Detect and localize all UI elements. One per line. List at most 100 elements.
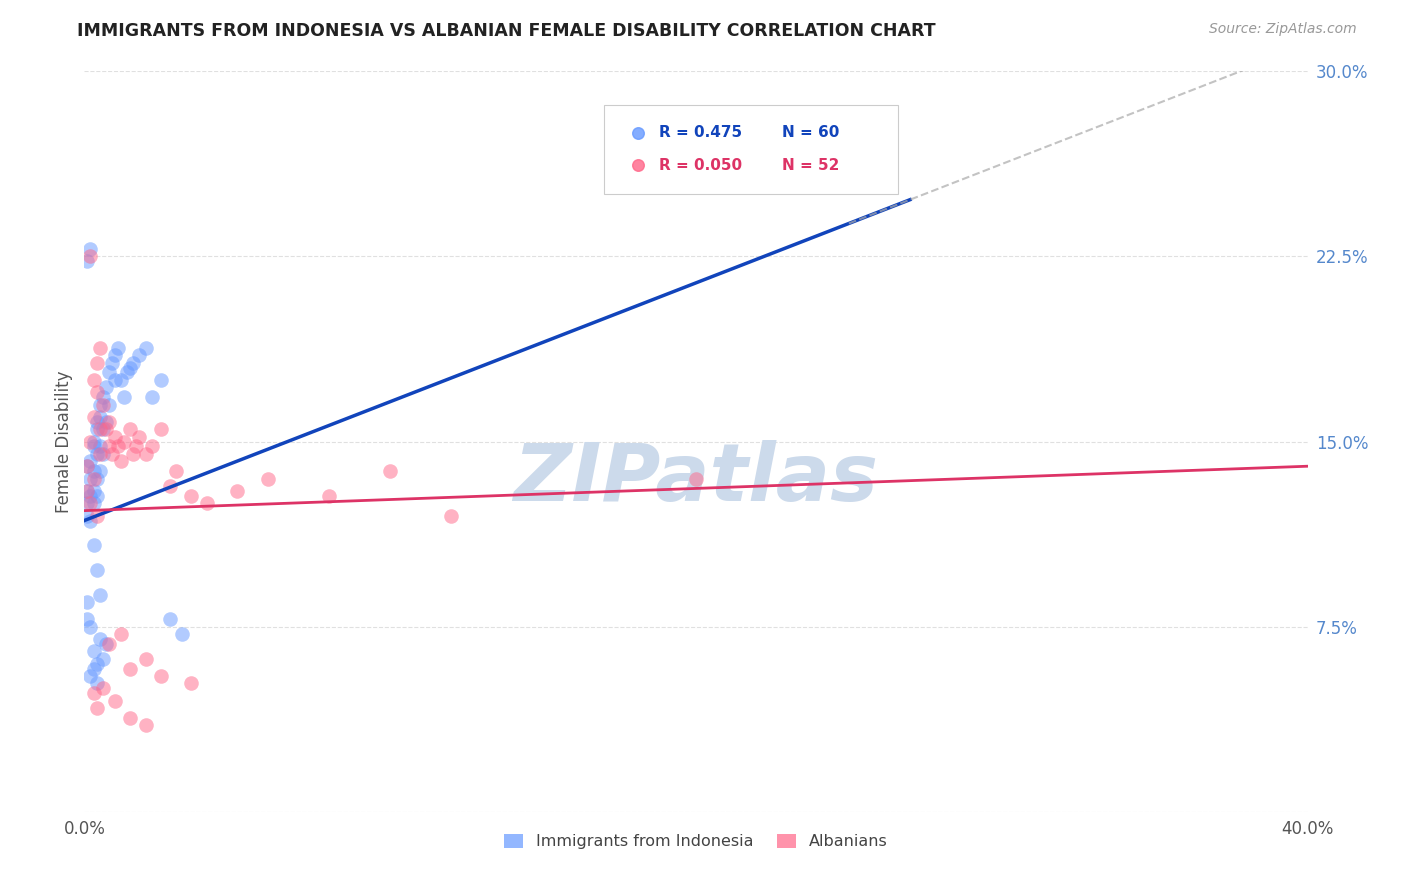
Point <box>76 254 98 268</box>
Point <box>76 612 98 626</box>
Point <box>172 627 194 641</box>
Point <box>94 637 117 651</box>
Point <box>318 489 340 503</box>
Point <box>135 718 157 732</box>
Point <box>89 422 111 436</box>
Point <box>76 459 98 474</box>
Point <box>149 422 172 436</box>
Text: N = 52: N = 52 <box>782 158 839 173</box>
Point <box>257 471 280 485</box>
Point <box>89 341 111 355</box>
Point <box>91 651 114 665</box>
Point <box>94 380 117 394</box>
Point <box>76 483 98 498</box>
Text: Source: ZipAtlas.com: Source: ZipAtlas.com <box>1209 22 1357 37</box>
Point <box>79 514 101 528</box>
Point <box>86 385 108 400</box>
Point <box>226 483 249 498</box>
Point <box>94 422 117 436</box>
Text: R = 0.050: R = 0.050 <box>659 158 742 173</box>
Point <box>440 508 463 523</box>
Point <box>83 373 105 387</box>
Point <box>89 588 111 602</box>
Point <box>76 496 98 510</box>
Point <box>112 434 135 449</box>
Point <box>83 686 105 700</box>
Point <box>141 440 163 454</box>
Text: ZIPatlas: ZIPatlas <box>513 440 879 517</box>
Point <box>86 563 108 577</box>
Point <box>79 242 101 256</box>
Point <box>107 440 129 454</box>
Point <box>141 390 163 404</box>
Point <box>79 471 101 485</box>
Point <box>91 398 114 412</box>
Point <box>110 627 132 641</box>
Point <box>86 657 108 671</box>
Point <box>83 440 105 454</box>
Point <box>86 471 108 485</box>
Point <box>76 595 98 609</box>
Point <box>115 366 138 380</box>
Point <box>86 447 108 461</box>
Point <box>97 366 120 380</box>
Point <box>79 249 101 264</box>
Legend: Immigrants from Indonesia, Albanians: Immigrants from Indonesia, Albanians <box>498 827 894 855</box>
Point <box>97 440 120 454</box>
Point <box>97 415 120 429</box>
Text: N = 60: N = 60 <box>782 125 839 140</box>
Point <box>149 373 172 387</box>
Point <box>76 508 98 523</box>
Point <box>89 632 111 646</box>
Point <box>101 355 124 369</box>
Point <box>86 489 108 503</box>
Point <box>94 415 117 429</box>
Point <box>86 508 108 523</box>
Point <box>122 447 145 461</box>
Point <box>86 701 108 715</box>
Point <box>86 422 108 436</box>
Point <box>89 464 111 478</box>
Point <box>195 496 218 510</box>
Point <box>685 471 707 485</box>
Point <box>180 676 202 690</box>
Point <box>76 483 98 498</box>
Point <box>86 355 108 369</box>
Y-axis label: Female Disability: Female Disability <box>55 370 73 513</box>
Point <box>89 409 111 424</box>
Point <box>86 676 108 690</box>
Point <box>380 464 402 478</box>
Point <box>135 447 157 461</box>
Point <box>83 644 105 658</box>
Point <box>104 348 127 362</box>
Point <box>104 694 127 708</box>
Point <box>120 711 142 725</box>
Point <box>91 422 114 436</box>
Point <box>79 496 101 510</box>
Point <box>83 409 105 424</box>
Point <box>83 471 105 485</box>
Point <box>89 440 111 454</box>
Point <box>112 390 135 404</box>
Point <box>149 669 172 683</box>
Point <box>122 355 145 369</box>
Point <box>120 422 142 436</box>
Point <box>79 454 101 468</box>
Point <box>83 434 105 449</box>
Point <box>104 373 127 387</box>
Text: IMMIGRANTS FROM INDONESIA VS ALBANIAN FEMALE DISABILITY CORRELATION CHART: IMMIGRANTS FROM INDONESIA VS ALBANIAN FE… <box>77 22 936 40</box>
Point <box>79 434 101 449</box>
Point <box>135 651 157 665</box>
Point <box>165 464 187 478</box>
Point <box>128 348 150 362</box>
Point <box>107 341 129 355</box>
Point <box>83 538 105 552</box>
Point <box>128 429 150 443</box>
Point <box>120 662 142 676</box>
Point <box>125 440 148 454</box>
Point <box>159 612 181 626</box>
Point <box>89 398 111 412</box>
Point <box>83 464 105 478</box>
Point <box>110 454 132 468</box>
Point <box>83 483 105 498</box>
